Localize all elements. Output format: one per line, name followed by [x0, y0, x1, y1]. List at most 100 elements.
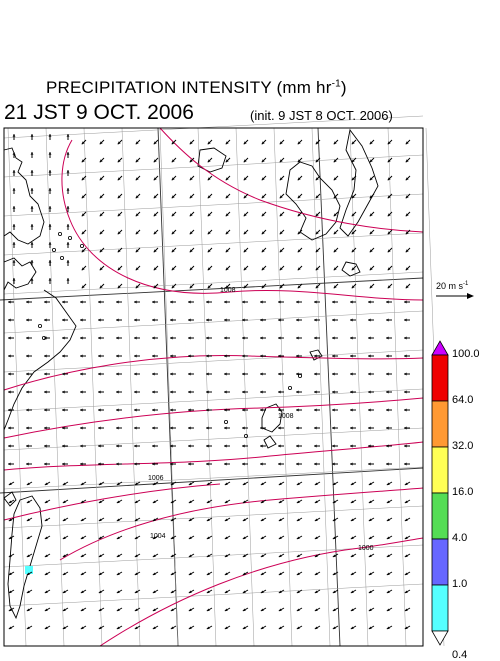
wind-arrow: [207, 139, 213, 145]
wind-arrow: [12, 152, 16, 158]
wind-arrow: [351, 175, 357, 181]
wind-arrow: [368, 535, 375, 540]
wind-arrow: [386, 607, 393, 612]
wind-arrow: [8, 589, 15, 594]
longitude-line: [311, 127, 331, 647]
wind-arrow: [188, 426, 194, 430]
wind-arrow: [99, 247, 105, 253]
wind-arrow: [206, 336, 212, 340]
wind-arrow: [278, 517, 285, 522]
wind-arrow: [261, 139, 267, 145]
wind-arrow: [332, 372, 338, 376]
wind-arrow: [152, 607, 159, 612]
wind-arrow: [350, 390, 356, 394]
wind-arrow: [332, 625, 339, 630]
wind-arrow: [12, 278, 16, 284]
wind-arrow: [62, 444, 68, 448]
wind-arrow: [170, 426, 176, 430]
wind-arrow: [98, 517, 105, 522]
wind-arrow: [224, 336, 230, 340]
wind-arrow: [62, 481, 69, 486]
colorbar-segment: [431, 446, 449, 494]
wind-arrow: [314, 535, 321, 540]
wind-arrow: [26, 426, 32, 430]
wind-arrow: [404, 499, 411, 504]
wind-arrow: [188, 607, 195, 612]
wind-arrow: [134, 481, 141, 486]
wind-arrow: [26, 499, 33, 504]
wind-arrow: [26, 318, 32, 322]
wind-arrow: [8, 535, 15, 540]
wind-arrow: [206, 535, 213, 540]
wind-arrow: [351, 157, 357, 163]
wind-arrow: [225, 157, 231, 163]
wind-arrow: [188, 390, 194, 394]
wind-arrow: [134, 390, 140, 394]
wind-arrow: [242, 444, 248, 448]
wind-arrow: [98, 390, 104, 394]
wind-arrow: [242, 462, 248, 466]
wind-arrow: [333, 175, 339, 181]
wind-arrow: [135, 229, 141, 235]
wind-arrow: [404, 390, 410, 394]
wind-arrow: [152, 318, 158, 322]
wind-arrow: [170, 372, 176, 376]
wind-arrow: [260, 426, 266, 430]
wind-arrow: [332, 535, 339, 540]
coastline: [341, 261, 361, 277]
wind-arrow: [206, 444, 212, 448]
wind-arrow: [26, 589, 33, 594]
wind-arrow: [48, 224, 52, 230]
wind-arrow: [332, 571, 339, 576]
wind-arrow: [260, 625, 267, 630]
wind-arrow: [206, 553, 213, 558]
colorbar-tick-label: 0.4: [452, 649, 468, 661]
wind-arrow: [80, 535, 87, 540]
wind-arrow: [152, 444, 158, 448]
wind-arrow: [243, 247, 249, 253]
wind-arrow: [297, 193, 303, 199]
wind-arrow: [152, 517, 159, 522]
wind-arrow: [314, 607, 321, 612]
wind-arrow: [170, 571, 177, 576]
wind-arrow: [81, 247, 87, 253]
wind-arrow: [80, 499, 87, 504]
major-latitude-line: [0, 277, 424, 301]
wind-arrow: [368, 300, 374, 304]
wind-arrow: [386, 426, 392, 430]
wind-arrow: [278, 535, 285, 540]
wind-arrow: [152, 481, 159, 486]
longitude-line: [83, 127, 103, 647]
colorbar-segment: [431, 584, 449, 632]
wind-arrow: [116, 426, 122, 430]
wind-arrow: [44, 318, 50, 322]
wind-arrow: [315, 139, 321, 145]
wind-arrow: [332, 408, 338, 412]
longitude-line: [273, 127, 293, 647]
wind-arrow: [62, 499, 69, 504]
wind-arrow: [134, 517, 141, 522]
wind-arrow: [117, 265, 123, 271]
colorbar-tick-label: 16.0: [452, 486, 474, 498]
wind-arrow: [188, 354, 194, 358]
wind-arrow: [368, 390, 374, 394]
wind-arrow: [242, 300, 248, 304]
wind-arrow: [386, 444, 392, 448]
wind-arrow: [404, 481, 411, 486]
wind-arrow: [134, 354, 140, 358]
wind-arrow: [152, 408, 158, 412]
wind-arrow: [66, 134, 70, 140]
wind-arrow: [12, 206, 16, 212]
wind-arrow: [260, 390, 266, 394]
wind-arrow: [66, 188, 70, 194]
wind-arrow: [152, 354, 158, 358]
wind-arrow: [386, 390, 392, 394]
island: [60, 255, 65, 260]
wind-arrow: [314, 499, 321, 504]
wind-arrow: [224, 462, 230, 466]
wind-arrow: [314, 372, 320, 376]
wind-arrow: [44, 589, 51, 594]
wind-arrow: [260, 517, 267, 522]
wind-arrow: [260, 300, 266, 304]
wind-arrow: [405, 229, 411, 235]
